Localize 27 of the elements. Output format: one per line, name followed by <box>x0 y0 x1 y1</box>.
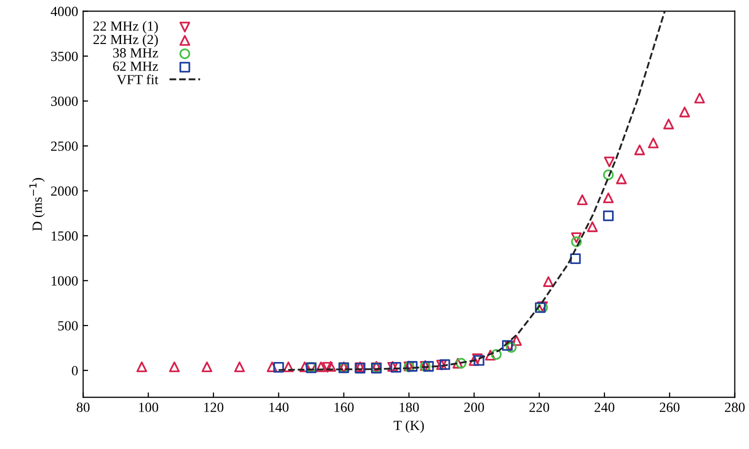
legend-label: VFT fit <box>116 74 158 84</box>
x-tick-label: 180 <box>400 402 419 412</box>
y-tick-label: 2000 <box>51 186 78 196</box>
x-axis-title: T (K) <box>394 420 424 433</box>
x-tick-label: 80 <box>76 402 90 412</box>
y-axis-title: D (ms$^{−1}$) <box>29 178 45 231</box>
y-tick-label: 0 <box>72 366 78 376</box>
x-tick-label: 100 <box>139 402 158 412</box>
x-tick-label: 240 <box>594 402 614 412</box>
x-tick-label: 200 <box>464 402 484 412</box>
x-tick-label: 160 <box>334 402 354 412</box>
legend-label: 38 MHz <box>113 48 158 58</box>
y-tick-label: 1500 <box>52 231 78 241</box>
legend-label: 22 MHz (2) <box>93 34 158 47</box>
x-tick-label: 140 <box>269 402 289 412</box>
x-tick-label: 220 <box>529 402 550 412</box>
y-tick-label: 3000 <box>51 96 78 106</box>
y-tick-label: 4000 <box>50 6 78 16</box>
x-tick-label: 120 <box>204 402 224 412</box>
x-tick-label: 280 <box>724 402 745 412</box>
legend-label: 62 MHz <box>113 62 158 71</box>
y-tick-label: 2500 <box>51 142 78 151</box>
x-tick-label: 260 <box>660 402 680 412</box>
y-tick-label: 500 <box>58 321 78 330</box>
y-tick-label: 1000 <box>52 276 78 286</box>
y-tick-label: 3500 <box>51 52 78 62</box>
legend-label: 22 MHz (1) <box>93 21 158 34</box>
